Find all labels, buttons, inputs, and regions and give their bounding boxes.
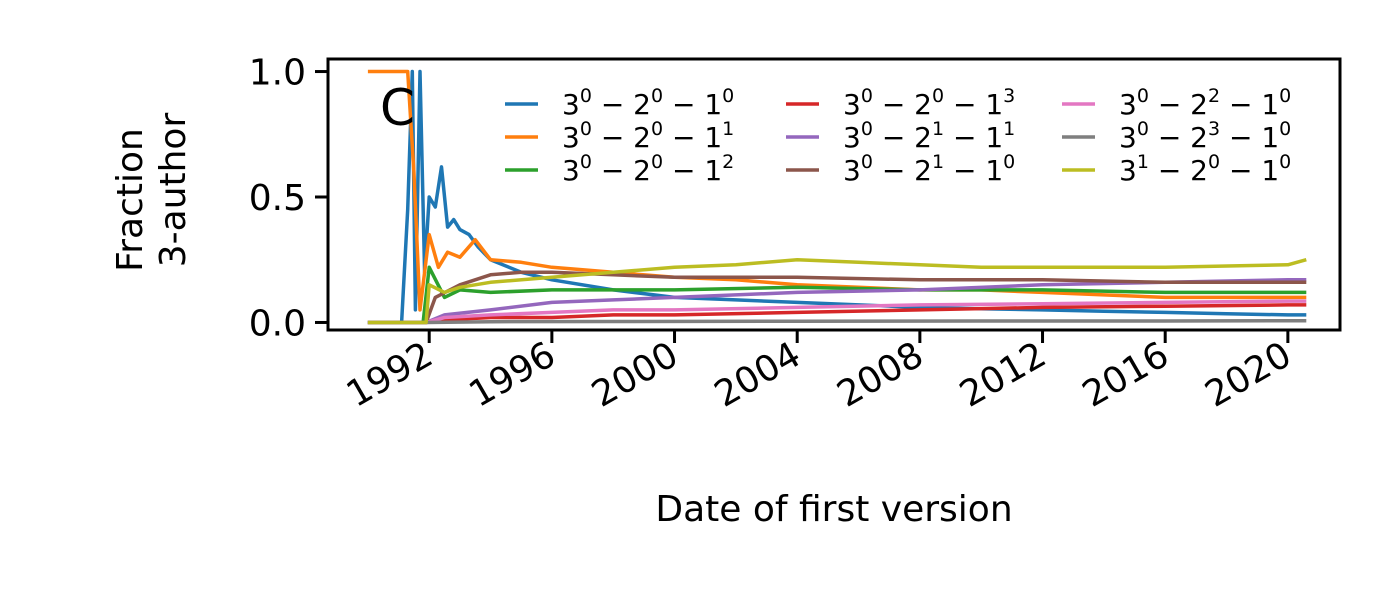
- x-tick-label: 1992: [340, 334, 440, 415]
- x-tick-label: 2012: [953, 334, 1053, 415]
- series-line-9: [367, 257, 1307, 325]
- legend-label: 30 − 20 − 11: [562, 118, 734, 154]
- series-line-4: [367, 303, 1307, 325]
- x-tick-label: 2004: [708, 334, 808, 415]
- y-tick-label: 1.0: [249, 53, 306, 94]
- x-tick-label: 2000: [585, 334, 685, 415]
- plot-frame: [326, 57, 1342, 332]
- y-tick-label: 0.5: [249, 178, 306, 219]
- legend-label: 30 − 21 − 11: [843, 118, 1015, 154]
- legend-label: 31 − 20 − 10: [1119, 151, 1291, 187]
- legend-label: 30 − 20 − 10: [562, 85, 734, 121]
- y-tick-label: 0.0: [249, 303, 306, 344]
- series-line-7: [367, 299, 1307, 325]
- panel-label: C: [380, 79, 415, 137]
- y-axis-label-line2: 3-author: [153, 113, 194, 268]
- x-axis: 1992 1996 2000 2004 2008 2012 2016 2020: [340, 330, 1299, 416]
- series-lines: [367, 69, 1307, 325]
- legend-label: 30 − 20 − 12: [562, 151, 734, 187]
- series-line-3: [367, 265, 1307, 325]
- legend-label: 30 − 23 − 10: [1119, 118, 1291, 154]
- series-line-8: [367, 318, 1307, 325]
- legend-label: 30 − 20 − 13: [843, 85, 1015, 121]
- legend-label: 30 − 22 − 10: [1119, 85, 1291, 121]
- y-axis: 0.0 0.5 1.0: [249, 53, 328, 344]
- y-axis-label-line1: Fraction: [110, 128, 151, 272]
- x-axis-label: Date of first version: [655, 489, 1012, 530]
- x-tick-label: 1996: [463, 334, 563, 415]
- legend-label: 30 − 21 − 10: [843, 151, 1015, 187]
- x-tick-label: 2008: [831, 334, 931, 415]
- x-tick-label: 2020: [1199, 334, 1299, 415]
- x-tick-label: 2016: [1076, 334, 1176, 415]
